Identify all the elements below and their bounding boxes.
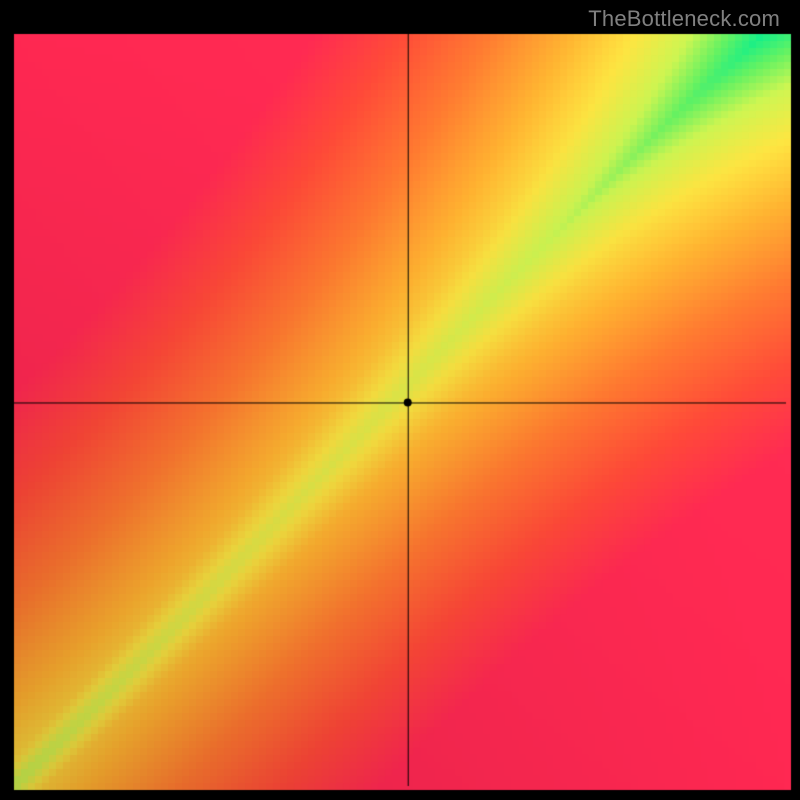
- bottleneck-heatmap: [0, 0, 800, 800]
- watermark-text: TheBottleneck.com: [588, 6, 780, 32]
- chart-container: TheBottleneck.com: [0, 0, 800, 800]
